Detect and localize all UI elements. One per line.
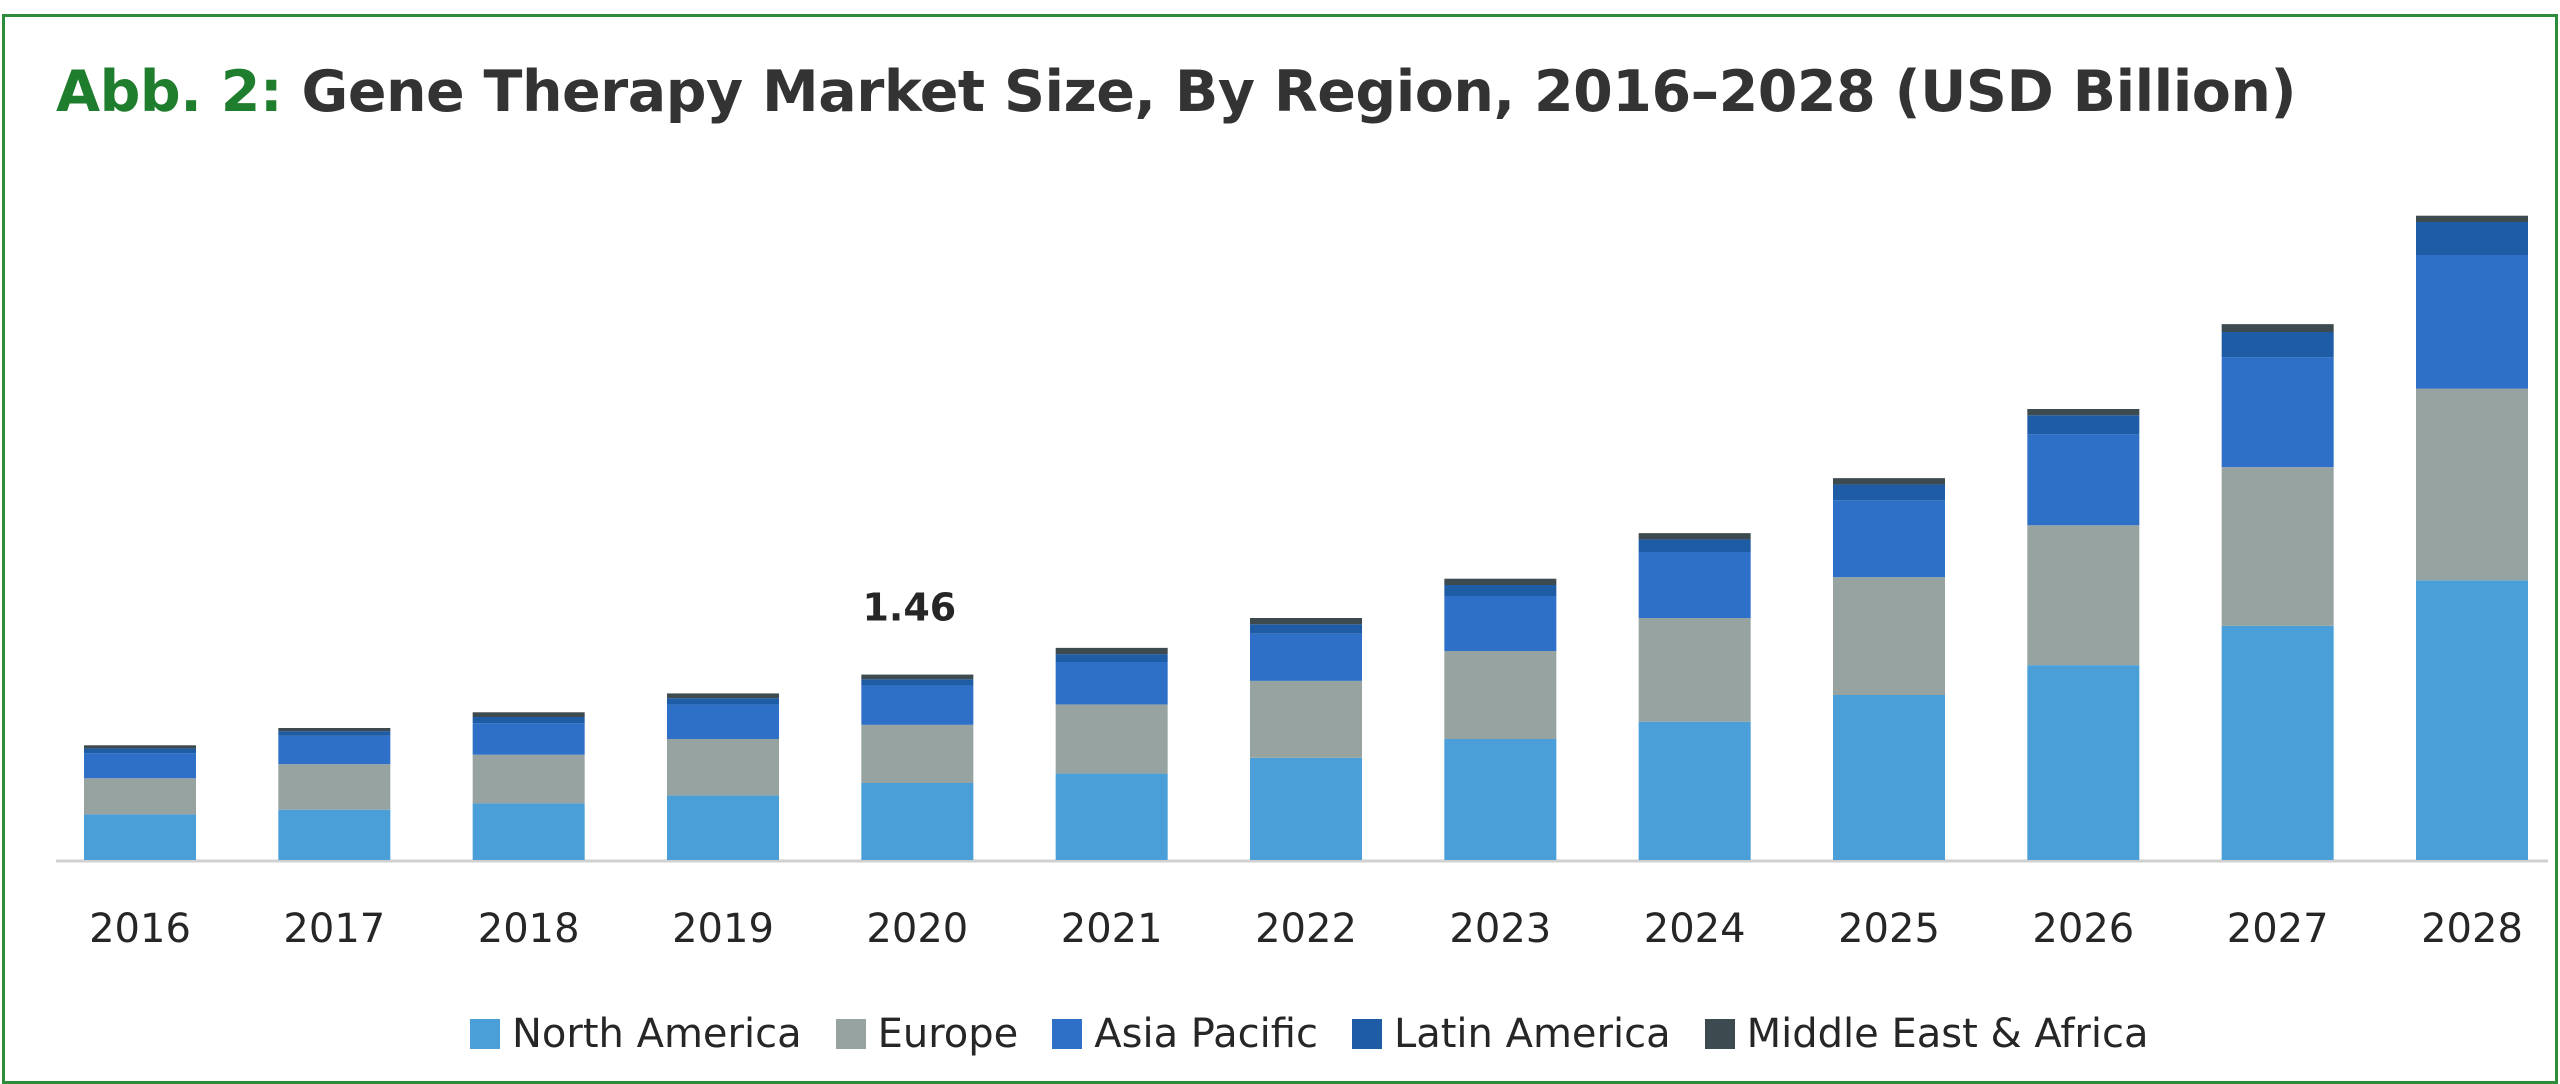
legend-swatch <box>1052 1019 1083 1049</box>
bar-segment-2028-latin-america <box>2416 222 2528 255</box>
bar-segment-2023-latin-america <box>1444 585 1557 596</box>
bar-segment-2018-latin-america <box>472 717 585 724</box>
legend-label: Middle East & Africa <box>1746 1011 2149 1057</box>
bar-segment-2017-latin-america <box>278 731 391 736</box>
legend-swatch <box>1351 1019 1382 1049</box>
bar-segment-2025-north-america <box>1833 695 1945 860</box>
x-tick-label-2018: 2018 <box>478 906 580 952</box>
bar-segment-2019-latin-america <box>667 698 779 705</box>
bar-segment-2024-middle-east-africa <box>1638 533 1751 540</box>
bar-segment-2021-north-america <box>1055 773 1168 860</box>
bar-segment-2026-north-america <box>2027 665 2140 860</box>
bar-segment-2024-asia-pacific <box>1638 552 1751 618</box>
bar-segment-2021-latin-america <box>1055 654 1168 662</box>
x-tick-label-2021: 2021 <box>1061 906 1163 952</box>
bar-segment-2028-asia-pacific <box>2416 255 2528 389</box>
bar-segment-2026-latin-america <box>2027 415 2140 435</box>
bar-segment-2020-middle-east-africa <box>861 674 974 680</box>
bar-segment-2027-asia-pacific <box>2221 357 2334 468</box>
bar-segment-2016-middle-east-africa <box>84 745 196 749</box>
legend-label: Latin America <box>1393 1011 1671 1057</box>
legend-label: North America <box>512 1011 802 1057</box>
bar-segment-2017-north-america <box>278 809 391 860</box>
legend-label: Asia Pacific <box>1094 1011 1318 1057</box>
bar-segment-2027-europe <box>2221 467 2334 626</box>
bar-segment-2025-europe <box>1833 577 1945 695</box>
legend-label: Europe <box>877 1011 1019 1057</box>
x-tick-label-2020: 2020 <box>866 906 968 952</box>
chart-title-text: Gene Therapy Market Size, By Region, 201… <box>301 59 2297 125</box>
bar-segment-2019-europe <box>667 739 779 796</box>
bar-segment-2016-europe <box>84 778 196 815</box>
bar-segment-2028-middle-east-africa <box>2416 215 2528 222</box>
bar-segment-2024-latin-america <box>1638 539 1751 552</box>
bar-segment-2026-middle-east-africa <box>2027 409 2140 416</box>
bar-segment-2022-north-america <box>1250 757 1362 860</box>
bar-segment-2019-north-america <box>667 795 779 860</box>
bar-segment-2018-north-america <box>472 803 585 860</box>
bar-segment-2022-europe <box>1250 680 1362 758</box>
bar-segment-2019-middle-east-africa <box>667 693 779 699</box>
bar-segment-2021-europe <box>1055 704 1168 774</box>
x-tick-label-2026: 2026 <box>2032 906 2134 952</box>
bar-segment-2027-latin-america <box>2221 332 2334 358</box>
bar-segment-2016-north-america <box>84 814 196 860</box>
legend-item-europe: Europe <box>835 1011 1019 1057</box>
bar-segment-2017-asia-pacific <box>278 735 391 765</box>
x-tick-label-2023: 2023 <box>1449 906 1551 952</box>
bar-segment-2020-asia-pacific <box>861 685 974 725</box>
bar-segment-2022-latin-america <box>1250 624 1362 634</box>
bar-segment-2018-asia-pacific <box>472 723 585 755</box>
bar-segment-2024-europe <box>1638 618 1751 722</box>
x-tick-label-2024: 2024 <box>1644 906 1746 952</box>
bar-segment-2026-europe <box>2027 525 2140 666</box>
bar-segment-2022-asia-pacific <box>1250 633 1362 681</box>
bar-segment-2016-latin-america <box>84 748 196 754</box>
bar-segment-2023-north-america <box>1444 739 1557 860</box>
bar-segment-2020-north-america <box>861 783 974 860</box>
x-tick-label-2019: 2019 <box>672 906 774 952</box>
bar-segment-2022-middle-east-africa <box>1250 618 1362 625</box>
x-tick-label-2028: 2028 <box>2421 906 2523 952</box>
bar-segment-2021-middle-east-africa <box>1055 647 1168 655</box>
x-tick-label-2017: 2017 <box>283 906 385 952</box>
legend-item-north-america: North America <box>470 1011 802 1057</box>
bar-segment-2028-europe <box>2416 388 2528 581</box>
bar-segment-2025-latin-america <box>1833 484 1945 501</box>
legend-swatch <box>835 1019 866 1049</box>
bar-segment-2023-europe <box>1444 651 1557 739</box>
bar-segment-2024-north-america <box>1638 721 1751 860</box>
bar-segment-2017-middle-east-africa <box>278 728 391 732</box>
bar-segment-2016-asia-pacific <box>84 753 196 779</box>
bar-segment-2027-middle-east-africa <box>2221 324 2334 332</box>
bar-segment-2025-asia-pacific <box>1833 500 1945 578</box>
legend-item-asia-pacific: Asia Pacific <box>1052 1011 1318 1057</box>
chart-legend: North America Europe Asia Pacific Latin Ame… <box>470 1004 2148 1064</box>
data-label-2020: 1.46 <box>862 586 956 630</box>
bar-segment-2019-asia-pacific <box>667 704 779 739</box>
bar-segment-2026-asia-pacific <box>2027 434 2140 526</box>
bar-segment-2018-europe <box>472 754 585 804</box>
x-tick-label-2022: 2022 <box>1255 906 1357 952</box>
legend-swatch <box>1704 1019 1735 1049</box>
bar-segment-2020-latin-america <box>861 679 974 686</box>
chart-title-prefix: Abb. 2: <box>56 59 283 125</box>
bar-segment-2021-asia-pacific <box>1055 662 1168 705</box>
legend-item-latin-america: Latin America <box>1351 1011 1671 1057</box>
bar-segment-2025-middle-east-africa <box>1833 478 1945 485</box>
chart-title: Abb. 2: Gene Therapy Market Size, By Reg… <box>56 52 2297 132</box>
legend-swatch <box>470 1019 500 1049</box>
x-tick-label-2016: 2016 <box>89 906 191 952</box>
stacked-bar-chart: 2016 2017 2018 2019 2020 2021 2022 2023 2024 2025… <box>56 215 2548 952</box>
legend-item-middle-east-africa: Middle East & Africa <box>1704 1011 2149 1057</box>
x-tick-label-2025: 2025 <box>1838 906 1940 952</box>
bar-segment-2023-asia-pacific <box>1444 596 1557 651</box>
bar-segment-2028-north-america <box>2416 580 2528 860</box>
bar-segment-2020-europe <box>861 724 974 783</box>
bar-segment-2018-middle-east-africa <box>472 712 585 717</box>
bar-segment-2023-middle-east-africa <box>1444 578 1557 585</box>
bar-segment-2017-europe <box>278 764 391 810</box>
bar-segment-2027-north-america <box>2221 625 2334 860</box>
x-tick-label-2027: 2027 <box>2227 906 2329 952</box>
